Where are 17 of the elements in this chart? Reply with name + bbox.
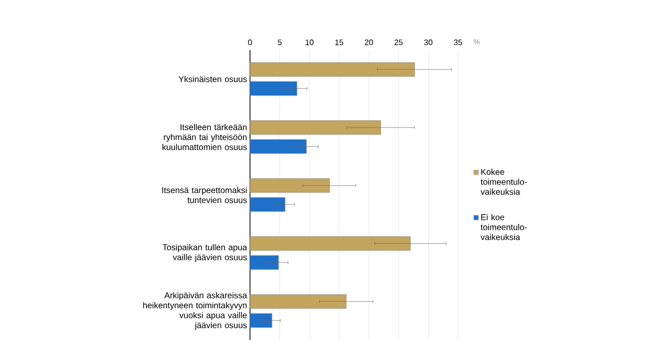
legend-label: Kokee toimeentulo-vaikeuksia	[480, 168, 527, 195]
bar	[250, 197, 286, 212]
bar	[250, 313, 272, 328]
bar	[250, 236, 411, 251]
bar	[250, 62, 415, 77]
y-tick-label: Itsensä tarpeettomaksi tuntevien osuus	[162, 186, 247, 204]
y-tick-label: Tosipaikan tullen apua vaille jäävien osuus	[162, 244, 248, 262]
bar	[250, 120, 381, 135]
bar	[250, 294, 346, 309]
bar	[250, 178, 330, 193]
y-tick-label: Arkipäivän askareissa heikentyneen toimintakyvyn vuoksi apua vaille jäävien osuus	[143, 292, 248, 330]
y-tick-label: Itselleen tärkeään ryhmään tai yhteisöön kuulumattomien osuus	[162, 124, 247, 150]
bar	[250, 255, 279, 270]
bar	[250, 139, 307, 154]
bar	[250, 81, 298, 96]
legend-label: Ei koe toimeentulo-vaikeuksia	[480, 214, 527, 240]
y-tick-label: Yksinäisten osuus	[178, 76, 247, 82]
